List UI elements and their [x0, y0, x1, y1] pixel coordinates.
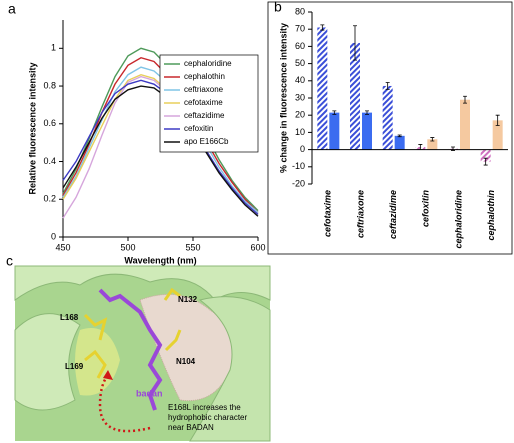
y-tick-label: 0 [300, 144, 305, 154]
error-bar [495, 114, 500, 126]
bar [362, 112, 372, 150]
y-tick-label: 0.8 [43, 80, 56, 90]
x-tick-label: 500 [120, 242, 135, 252]
surface [14, 265, 271, 301]
bar [460, 99, 470, 150]
x-tick-label: ceftriaxone [355, 190, 365, 238]
y-tick-label: 0.4 [43, 156, 56, 166]
residue-stick [164, 329, 182, 352]
y-tick-label: 10 [295, 127, 305, 137]
annotation: E168L increases the [168, 403, 241, 412]
y-tick-label: 40 [295, 75, 305, 85]
badan-molecule [98, 288, 163, 411]
annotation: hydrophobic character [168, 413, 247, 422]
error-bar [430, 137, 435, 142]
y-axis-label: Relative fluorescence intensity [27, 62, 37, 194]
arrow-head [103, 370, 113, 380]
error-bar [320, 24, 325, 31]
x-axis-label: Wavelength (nm) [124, 255, 196, 265]
y-tick-label: 0 [51, 231, 56, 241]
y-tick-label: 0.2 [43, 194, 56, 204]
bar [382, 85, 393, 150]
x-tick-label: ceftazidime [388, 190, 398, 239]
legend-label: ceftazidime [184, 111, 225, 120]
error-bar [483, 157, 488, 166]
x-tick-label: cefotaxime [323, 190, 333, 237]
surface [189, 296, 271, 442]
x-tick-label: 550 [185, 242, 200, 252]
bar [317, 27, 328, 150]
legend-label: ceftriaxone [184, 85, 224, 94]
annotation: near BADAN [168, 423, 214, 432]
panel-b-frame [267, 1, 513, 255]
legend-label: apo E166Cb [184, 137, 229, 146]
x-tick-label: 450 [55, 242, 70, 252]
bar [480, 149, 491, 162]
residue-stick [163, 287, 181, 301]
y-tick-label: 80 [295, 6, 305, 16]
y-tick-label: -10 [292, 161, 305, 171]
y-tick-label: 20 [295, 110, 305, 120]
y-tick-label: 50 [295, 58, 305, 68]
bar [329, 112, 340, 150]
y-tick-label: 1 [51, 43, 56, 53]
error-bar [463, 95, 467, 104]
error-bar [365, 110, 369, 115]
bar [394, 135, 405, 150]
bar [350, 42, 360, 150]
panel-label: c [6, 253, 13, 269]
error-bar [385, 82, 390, 90]
x-tick-label: cefoxitin [421, 190, 431, 228]
error-bar [353, 25, 357, 61]
residue-label: L168 [60, 313, 79, 322]
y-tick-label: 0.6 [43, 118, 56, 128]
bar [427, 139, 438, 150]
panel-label: a [8, 1, 16, 17]
x-tick-label: 600 [250, 242, 265, 252]
panel-label: b [274, 0, 282, 15]
residue-label: L169 [65, 362, 84, 371]
panel-c-image [14, 265, 271, 442]
legend-label: cefoxitin [184, 124, 213, 133]
y-tick-label: 30 [295, 92, 305, 102]
legend-label: cephaloridine [184, 59, 232, 68]
y-tick-label: 60 [295, 41, 305, 51]
y-axis-label: % change in fluorescence intensity [278, 23, 288, 173]
residue-stick [83, 313, 108, 341]
x-tick-label: cephalothin [486, 190, 496, 241]
y-tick-label: -20 [292, 178, 305, 188]
legend-label: cefotaxime [184, 98, 223, 107]
x-tick-label: cephaloridine [453, 190, 463, 249]
surface [14, 313, 81, 411]
residue-stick [84, 349, 107, 379]
bar [492, 120, 503, 150]
arrow [98, 374, 151, 433]
residue-label: N104 [176, 357, 196, 366]
error-bar [332, 110, 337, 115]
ligand-label: badan [136, 388, 163, 398]
legend-label: cephalothin [184, 72, 225, 81]
residue-label: N132 [178, 295, 198, 304]
error-bar [397, 134, 402, 138]
y-tick-label: 70 [295, 24, 305, 34]
